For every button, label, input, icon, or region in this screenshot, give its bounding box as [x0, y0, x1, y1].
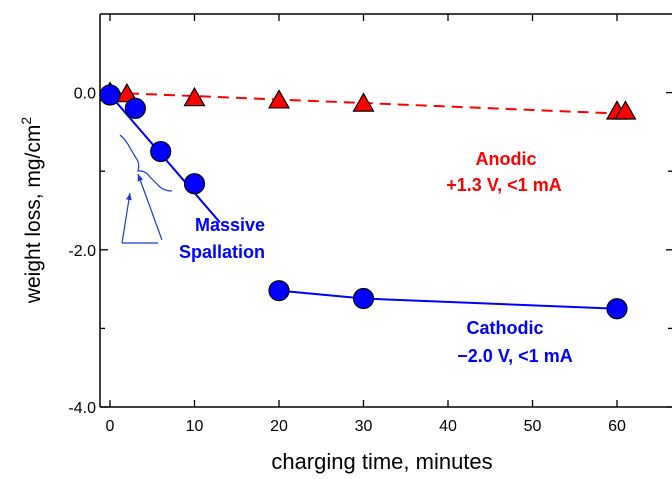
- cathodic-data-point: [150, 140, 172, 163]
- y-axis-ticks: 0.0 -2.0 -4.0: [68, 86, 672, 417]
- x-tick-label: 10: [186, 418, 204, 435]
- anodic-data-point: [614, 100, 637, 120]
- cathodic-conditions-label: −2.0 V, <1 mA: [457, 346, 572, 366]
- cathodic-fit-line: [278, 289, 618, 310]
- x-tick-label: 0: [106, 418, 115, 435]
- anodic-data-point: [267, 89, 291, 109]
- cathodic-data-point: [268, 280, 290, 302]
- spallation-arrow-upper: [137, 173, 163, 241]
- cathodic-data-point: [606, 298, 628, 320]
- spallation-label-line2: Spallation: [179, 242, 265, 262]
- spallation-bracket: [119, 134, 173, 192]
- x-tick-label: 60: [608, 418, 626, 435]
- cathodic-label: Cathodic: [466, 318, 543, 338]
- y-tick-label: -2.0: [68, 243, 96, 260]
- x-axis-label: charging time, minutes: [271, 449, 492, 474]
- x-tick-label: 50: [524, 418, 542, 435]
- cathodic-data-point: [352, 287, 375, 310]
- cathodic-data-point: [124, 97, 146, 119]
- y-axis-label-superscript: 2: [18, 117, 34, 125]
- x-tick-label: 30: [355, 418, 373, 435]
- x-tick-label: 20: [270, 418, 288, 435]
- anodic-label: Anodic: [476, 149, 537, 169]
- y-tick-label: -4.0: [68, 400, 96, 417]
- y-axis-label-main: weight loss, mg/cm: [22, 125, 45, 305]
- plot-frame: [99, 13, 672, 408]
- cathodic-data-point: [99, 84, 121, 106]
- spallation-callout: [119, 134, 173, 244]
- anodic-data-point: [115, 82, 138, 103]
- anodic-data-point: [183, 86, 206, 107]
- spallation-label-line1: Massive: [195, 215, 265, 235]
- anodic-conditions-label: +1.3 V, <1 mA: [446, 175, 561, 195]
- y-tick-label: 0.0: [74, 86, 96, 103]
- spallation-arrow-connector: [121, 192, 132, 244]
- anodic-data-point: [352, 92, 375, 112]
- x-axis-ticks: 0 10 20 30 40 50 60: [106, 14, 626, 435]
- cathodic-data-point: [183, 173, 206, 195]
- series-lines: [109, 91, 626, 310]
- x-tick-label: 40: [439, 418, 457, 435]
- y-axis-label: weight loss, mg/cm2: [18, 117, 45, 305]
- series-markers: [98, 81, 637, 320]
